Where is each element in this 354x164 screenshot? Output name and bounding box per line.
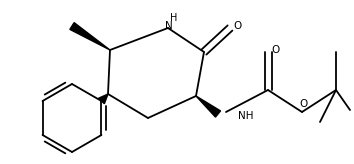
Polygon shape xyxy=(196,96,221,117)
Text: N: N xyxy=(165,21,173,31)
Text: O: O xyxy=(272,45,280,55)
Polygon shape xyxy=(98,94,108,104)
Text: O: O xyxy=(300,99,308,109)
Polygon shape xyxy=(70,23,110,50)
Text: NH: NH xyxy=(238,111,253,121)
Text: H: H xyxy=(170,13,178,23)
Text: O: O xyxy=(234,21,242,31)
